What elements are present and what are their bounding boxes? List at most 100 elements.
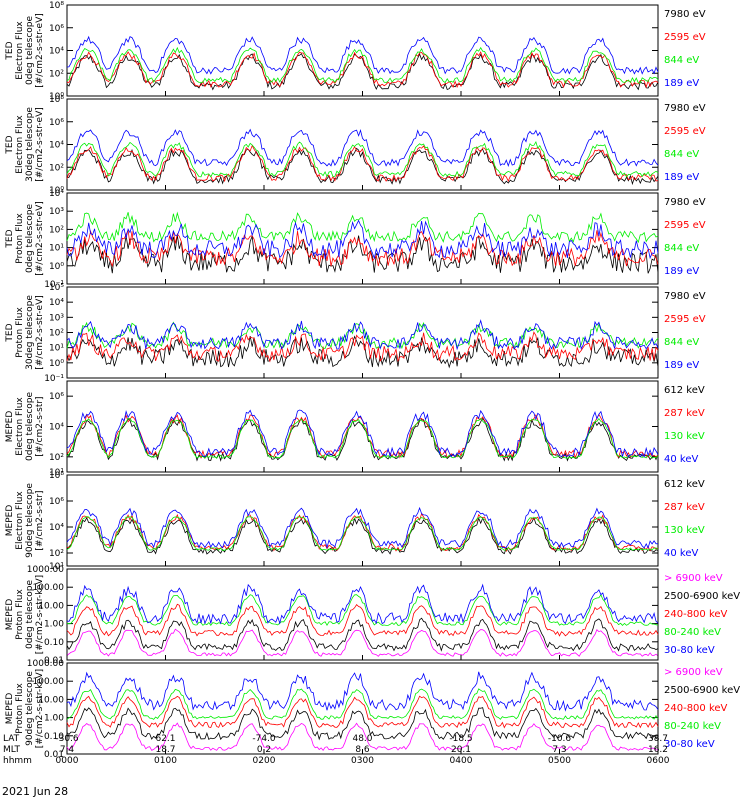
y-tick-label: 10⁶: [49, 497, 64, 507]
date-label: 2021 Jun 28: [2, 785, 69, 798]
y-tick-label: 10²: [49, 549, 64, 559]
panel-8: 0.01 0.10 1.00 10.00 100.00 1000.00 MEPED Proto…: [5, 659, 740, 760]
y-axis-label: Proton Flux: [15, 589, 25, 640]
x-tick-mlt: 16.2: [648, 745, 668, 755]
y-axis-label: 30deg telescope: [25, 107, 35, 182]
y-tick-label: 1.00: [44, 714, 64, 724]
y-axis-label: [#/cm2-s-str]: [35, 396, 45, 456]
y-axis-label: [#/cm2-s-str]: [35, 490, 45, 550]
series-line: [66, 515, 659, 551]
x-tick-lat: 38.7: [648, 734, 668, 744]
y-axis-label: 0deg telescope: [25, 580, 35, 650]
legend-label: 287 keV: [664, 408, 705, 419]
y-axis-label: 30deg telescope: [25, 295, 35, 370]
legend-label: 844 eV: [664, 243, 699, 254]
legend-label: 189 eV: [664, 172, 699, 183]
series-line: [66, 211, 659, 244]
y-tick-label: 10⁶: [49, 118, 64, 128]
series-line: [66, 144, 659, 183]
y-axis-label: MEPED: [5, 599, 15, 631]
x-tick-hhmm: 0600: [647, 756, 670, 766]
legend-label: 80-240 keV: [664, 721, 721, 732]
x-tick-lat: 48.0: [352, 734, 372, 744]
y-tick-label: 10²: [49, 329, 64, 339]
x-tick-mlt: 0.2: [257, 745, 271, 755]
legend-label: 7980 eV: [664, 291, 706, 302]
y-axis-label: [#/cm2-s-str-keV]: [35, 669, 45, 748]
legend-label: 844 eV: [664, 149, 699, 160]
y-tick-label: 10²: [49, 163, 64, 173]
panel-frame: [66, 192, 659, 285]
x-tick-hhmm: 0200: [253, 756, 276, 766]
y-axis-label: [#/cm2-s-str-keV]: [35, 575, 45, 654]
x-tick-hhmm: 0400: [450, 756, 473, 766]
series-line: [66, 617, 659, 652]
y-axis-label: TED: [5, 135, 15, 154]
y-tick-label: 10⁰: [49, 359, 64, 369]
y-tick-label: 10¹: [49, 562, 64, 572]
y-tick-label: 1000.00: [27, 565, 64, 575]
legend-label: 2595 eV: [664, 32, 706, 43]
x-tick-mlt: 18.7: [155, 745, 175, 755]
panel-7: 0.01 0.10 1.00 10.00 100.00 1000.00 MEPED Proto…: [5, 565, 740, 666]
series-line: [66, 321, 659, 350]
x-tick-mlt: 7.4: [60, 745, 75, 755]
legend-label: 80-240 keV: [664, 627, 721, 638]
y-tick-label: 10³: [49, 207, 64, 217]
series-line: [66, 516, 659, 555]
y-tick-label: 10²: [49, 69, 64, 79]
legend-label: 240-800 keV: [664, 703, 728, 714]
series-line: [66, 722, 659, 751]
x-tick-hhmm: 0100: [154, 756, 177, 766]
y-tick-label: 10⁰: [49, 262, 64, 272]
y-tick-label: 10⁴: [49, 523, 64, 533]
x-tick-mlt: 7.3: [552, 745, 566, 755]
y-tick-label: 10⁴: [49, 47, 64, 57]
legend-label: > 6900 keV: [664, 573, 723, 584]
y-tick-label: 10²: [49, 225, 64, 235]
series-line: [66, 603, 659, 637]
y-tick-label: 10⁰: [49, 92, 64, 102]
y-tick-label: 10⁶: [49, 392, 64, 402]
series-line: [66, 331, 659, 363]
y-axis-label: TED: [5, 323, 15, 342]
y-tick-label: 100.00: [33, 583, 65, 593]
y-axis-label: [#/cm2-s-str-eV]: [35, 13, 45, 88]
y-axis-label: [#/cm2-s-str-eV]: [35, 201, 45, 276]
legend-label: > 6900 keV: [664, 667, 723, 678]
y-tick-label: 10⁸: [49, 95, 64, 105]
series-line: [66, 628, 659, 657]
y-axis-label: TED: [5, 41, 15, 60]
y-tick-label: 10¹: [49, 344, 64, 354]
y-axis-label: 0deg telescope: [25, 204, 35, 274]
legend-label: 2500-6900 keV: [664, 685, 740, 696]
y-tick-label: 10⁻¹: [44, 374, 64, 384]
series-line: [66, 46, 659, 84]
y-axis-label: 0deg telescope: [25, 392, 35, 462]
y-axis-label: [#/cm2-s-str-eV]: [35, 107, 45, 182]
y-tick-label: 1.00: [44, 620, 64, 630]
y-axis-label: Proton Flux: [15, 683, 25, 734]
legend-label: 189 eV: [664, 266, 699, 277]
y-tick-label: 10.00: [38, 601, 64, 611]
y-axis-label: Proton Flux: [15, 307, 25, 358]
legend-label: 2595 eV: [664, 126, 706, 137]
x-tick-lat: -30.6: [55, 734, 79, 744]
legend-label: 30-80 keV: [664, 645, 715, 656]
y-axis-label: TED: [5, 229, 15, 248]
x-tick-lat: 62.1: [155, 734, 175, 744]
panel-1: 10⁰ 10² 10⁴ 10⁶ 10⁸ TED Electron Flux 0deg tele…: [5, 1, 706, 102]
y-tick-label: 10⁸: [49, 1, 64, 11]
legend-label: 2500-6900 keV: [664, 591, 740, 602]
legend-label: 287 keV: [664, 502, 705, 513]
series-line: [66, 128, 659, 168]
legend-label: 40 keV: [664, 548, 698, 559]
series-line: [66, 593, 659, 626]
panel-2: 10⁰ 10² 10⁴ 10⁶ 10⁸ TED Electron Flux 30deg tel…: [5, 95, 706, 196]
panel-6: 10¹ 10² 10⁴ 10⁶ 10⁸ MEPED Electron Flux 90deg t…: [5, 471, 705, 572]
y-tick-label: 10⁰: [49, 186, 64, 196]
series-line: [66, 695, 659, 729]
y-axis-label: Proton Flux: [15, 213, 25, 264]
series-line: [66, 707, 659, 741]
panel-5: 10¹ 10² 10⁴ 10⁶ MEPED Electron Flux 0deg teles…: [5, 380, 705, 478]
